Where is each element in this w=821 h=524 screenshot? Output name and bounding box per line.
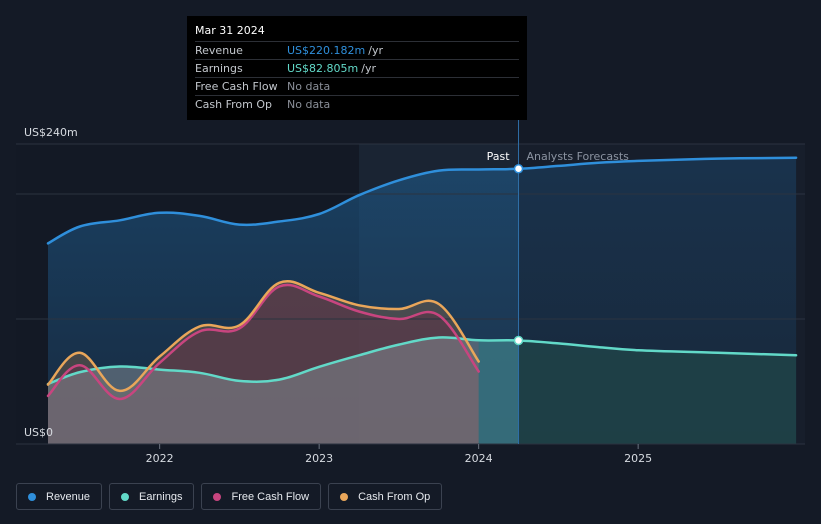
legend-label: Revenue [46, 490, 91, 503]
legend-label: Cash From Op [358, 490, 431, 503]
tooltip: Mar 31 2024 Revenue US$220.182m /yr Earn… [187, 16, 527, 120]
legend-dot-icon [340, 492, 349, 501]
legend-item-cash-from-op[interactable]: Cash From Op [328, 483, 443, 510]
y-tick-label: US$0 [24, 426, 53, 439]
tooltip-row-revenue: Revenue US$220.182m /yr [195, 41, 519, 59]
tooltip-label: Cash From Op [195, 98, 273, 111]
earnings-marker [513, 335, 524, 346]
x-tick-label: 2023 [305, 452, 333, 465]
tooltip-unit: /yr [361, 62, 376, 75]
earnings-highlight-band [478, 340, 519, 444]
forecast-label: Analysts Forecasts [527, 150, 630, 163]
legend-item-earnings[interactable]: Earnings [109, 483, 195, 510]
tooltip-label: Revenue [195, 44, 243, 57]
legend-item-free-cash-flow[interactable]: Free Cash Flow [201, 483, 322, 510]
tooltip-date: Mar 31 2024 [195, 24, 265, 37]
revenue-line [46, 156, 798, 245]
tooltip-label: Free Cash Flow [195, 80, 278, 93]
legend: Revenue Earnings Free Cash Flow Cash Fro… [16, 483, 443, 510]
tooltip-value: No data [287, 80, 331, 93]
legend-dot-icon [213, 492, 222, 501]
cfo-line [46, 280, 480, 393]
earnings-line [46, 336, 798, 386]
past-label: Past [487, 150, 511, 163]
legend-label: Free Cash Flow [231, 490, 310, 503]
tooltip-row-fcf: Free Cash Flow No data [195, 77, 519, 95]
x-tick-label: 2024 [465, 452, 493, 465]
legend-label: Earnings [139, 490, 183, 503]
revenue-marker [513, 164, 524, 174]
y-tick-label: US$240m [24, 126, 78, 139]
earnings-area-past [48, 337, 519, 444]
legend-dot-icon [121, 492, 130, 501]
tooltip-unit: /yr [368, 44, 383, 57]
earnings-area-forecast [518, 340, 797, 444]
fcf-line [46, 283, 480, 401]
legend-item-revenue[interactable]: Revenue [16, 483, 103, 510]
x-tick-label: 2025 [624, 452, 652, 465]
legend-dot-icon [28, 492, 36, 501]
tooltip-label: Earnings [195, 62, 243, 75]
tooltip-row-cfo: Cash From Op No data [195, 95, 519, 113]
tooltip-row-earnings: Earnings US$82.805m /yr [195, 59, 519, 77]
tooltip-value: No data [287, 98, 331, 111]
tooltip-value: US$220.182m [287, 44, 366, 57]
x-tick-label: 2022 [146, 452, 174, 465]
tooltip-value: US$82.805m [287, 62, 359, 75]
